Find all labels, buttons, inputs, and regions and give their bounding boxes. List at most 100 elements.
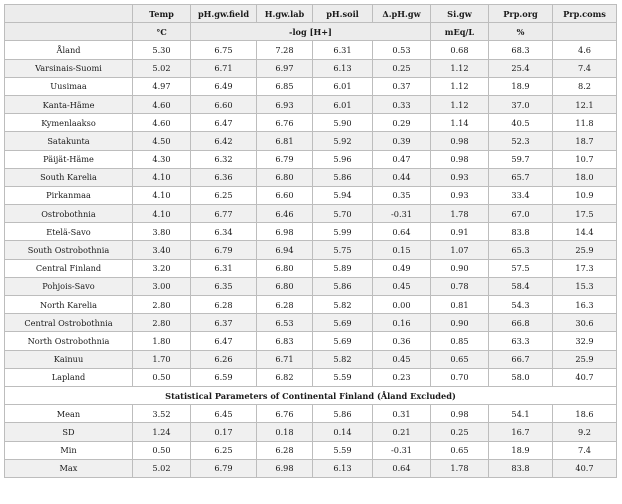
value-cell: 5.86 bbox=[312, 404, 373, 424]
value-cell: 9.2 bbox=[552, 422, 617, 442]
value-cell: 0.18 bbox=[256, 422, 313, 442]
value-cell: 6.75 bbox=[190, 40, 257, 60]
row-label-cell: Kanta-Häme bbox=[4, 94, 133, 115]
value-cell: 6.93 bbox=[256, 94, 313, 115]
stats-row: Max 5.02 6.79 6.98 6.13 0.64 1.78 83.8 40.7 bbox=[4, 458, 617, 478]
row-label-cell: Central Ostrobothnia bbox=[4, 313, 133, 333]
value-cell: 5.59 bbox=[312, 440, 373, 460]
value-cell: 6.13 bbox=[312, 458, 373, 478]
value-cell: 6.36 bbox=[190, 167, 257, 187]
units-cell-log-h: -log [H+] bbox=[190, 22, 431, 42]
value-cell: 6.35 bbox=[190, 276, 257, 297]
value-cell: 3.40 bbox=[132, 240, 191, 260]
units-cell-empty bbox=[4, 22, 133, 42]
value-cell: 6.28 bbox=[190, 294, 257, 315]
value-cell: 5.96 bbox=[312, 149, 373, 169]
value-cell: 6.60 bbox=[256, 185, 313, 206]
value-cell: 0.47 bbox=[372, 149, 431, 169]
value-cell: 83.8 bbox=[488, 222, 553, 242]
value-cell: 6.46 bbox=[256, 204, 313, 224]
table-row: Satakunta 4.50 6.42 6.81 5.92 0.39 0.98 52.3 18.… bbox=[4, 131, 617, 151]
value-cell: 6.79 bbox=[190, 458, 257, 478]
value-cell: 0.85 bbox=[430, 331, 489, 351]
value-cell: 6.79 bbox=[256, 149, 313, 169]
value-cell: 5.02 bbox=[132, 58, 191, 78]
row-label-cell: North Ostrobothnia bbox=[4, 331, 133, 351]
table-row: Lapland 0.50 6.59 6.82 5.59 0.23 0.70 58.0 40.7 bbox=[4, 367, 617, 387]
value-cell: 11.8 bbox=[552, 113, 617, 133]
value-cell: 6.71 bbox=[256, 349, 313, 369]
table-row: Varsinais-Suomi 5.02 6.71 6.97 6.13 0.25 1.12 2… bbox=[4, 58, 617, 78]
value-cell: 1.78 bbox=[430, 458, 489, 478]
row-label-cell: South Ostrobothnia bbox=[4, 240, 133, 260]
value-cell: 18.9 bbox=[488, 440, 553, 460]
value-cell: 6.71 bbox=[190, 58, 257, 78]
value-cell: 16.7 bbox=[488, 422, 553, 442]
value-cell: 0.31 bbox=[372, 404, 431, 424]
value-cell: 0.50 bbox=[132, 367, 191, 387]
value-cell: 17.5 bbox=[552, 204, 617, 224]
header-cell-region bbox=[4, 3, 133, 24]
value-cell: 4.60 bbox=[132, 94, 191, 115]
row-label-cell: Päijät-Häme bbox=[4, 149, 133, 169]
value-cell: 0.23 bbox=[372, 367, 431, 387]
row-label-cell: Central Finland bbox=[4, 258, 133, 278]
units-cell-prp: % bbox=[488, 22, 553, 42]
value-cell: 0.50 bbox=[132, 440, 191, 460]
value-cell: 1.12 bbox=[430, 58, 489, 78]
value-cell: 33.4 bbox=[488, 185, 553, 206]
value-cell: 37.0 bbox=[488, 94, 553, 115]
value-cell: 5.99 bbox=[312, 222, 373, 242]
row-label-cell: Varsinais-Suomi bbox=[4, 58, 133, 78]
row-label-cell: Åland bbox=[4, 40, 133, 60]
value-cell: 5.30 bbox=[132, 40, 191, 60]
value-cell: 6.26 bbox=[190, 349, 257, 369]
value-cell: 6.98 bbox=[256, 458, 313, 478]
value-cell: 5.92 bbox=[312, 131, 373, 151]
row-label-cell: Kymenlaakso bbox=[4, 113, 133, 133]
table-row: South Ostrobothnia 3.40 6.79 6.94 5.75 0.15 1.… bbox=[4, 240, 617, 260]
value-cell: 14.4 bbox=[552, 222, 617, 242]
header-cell-delta-ph-gw: Δ.pH.gw bbox=[372, 3, 431, 24]
value-cell: 7.4 bbox=[552, 58, 617, 78]
value-cell: 0.37 bbox=[372, 76, 431, 96]
value-cell: 66.8 bbox=[488, 313, 553, 333]
value-cell: 6.94 bbox=[256, 240, 313, 260]
value-cell: 6.31 bbox=[312, 40, 373, 60]
value-cell: 6.79 bbox=[190, 240, 257, 260]
value-cell: 0.45 bbox=[372, 349, 431, 369]
value-cell: 0.90 bbox=[430, 313, 489, 333]
row-label-cell: Kainuu bbox=[4, 349, 133, 369]
value-cell: 0.70 bbox=[430, 367, 489, 387]
value-cell: 5.94 bbox=[312, 185, 373, 206]
row-label-cell: Max bbox=[4, 458, 133, 478]
value-cell: 0.64 bbox=[372, 222, 431, 242]
value-cell: 0.91 bbox=[430, 222, 489, 242]
units-row: °C -log [H+] mEq/L % bbox=[4, 22, 617, 42]
value-cell: 3.80 bbox=[132, 222, 191, 242]
value-cell: 0.00 bbox=[372, 294, 431, 315]
value-cell: 4.60 bbox=[132, 113, 191, 133]
value-cell: 6.97 bbox=[256, 58, 313, 78]
value-cell: 6.81 bbox=[256, 131, 313, 151]
header-row: Temp pH.gw.field H.gw.lab pH.soil Δ.pH.g… bbox=[4, 3, 617, 24]
value-cell: 6.53 bbox=[256, 313, 313, 333]
table-row: North Ostrobothnia 1.80 6.47 6.83 5.69 0.36 0.… bbox=[4, 331, 617, 351]
row-label-cell: North Karelia bbox=[4, 294, 133, 315]
value-cell: 0.33 bbox=[372, 94, 431, 115]
table-row: Päijät-Häme 4.30 6.32 6.79 5.96 0.47 0.98 59.7 1… bbox=[4, 149, 617, 169]
value-cell: 1.12 bbox=[430, 76, 489, 96]
value-cell: 66.7 bbox=[488, 349, 553, 369]
table-body: Temp pH.gw.field H.gw.lab pH.soil Δ.pH.g… bbox=[4, 3, 617, 478]
value-cell: 5.69 bbox=[312, 313, 373, 333]
value-cell: 0.44 bbox=[372, 167, 431, 187]
header-cell-prp-coms: Prp.coms bbox=[552, 3, 617, 24]
value-cell: 10.7 bbox=[552, 149, 617, 169]
value-cell: 4.30 bbox=[132, 149, 191, 169]
value-cell: 0.98 bbox=[430, 404, 489, 424]
value-cell: -0.31 bbox=[372, 204, 431, 224]
value-cell: 5.86 bbox=[312, 276, 373, 297]
units-cell-temp: °C bbox=[132, 22, 191, 42]
row-label-cell: Lapland bbox=[4, 367, 133, 387]
value-cell: 0.25 bbox=[430, 422, 489, 442]
